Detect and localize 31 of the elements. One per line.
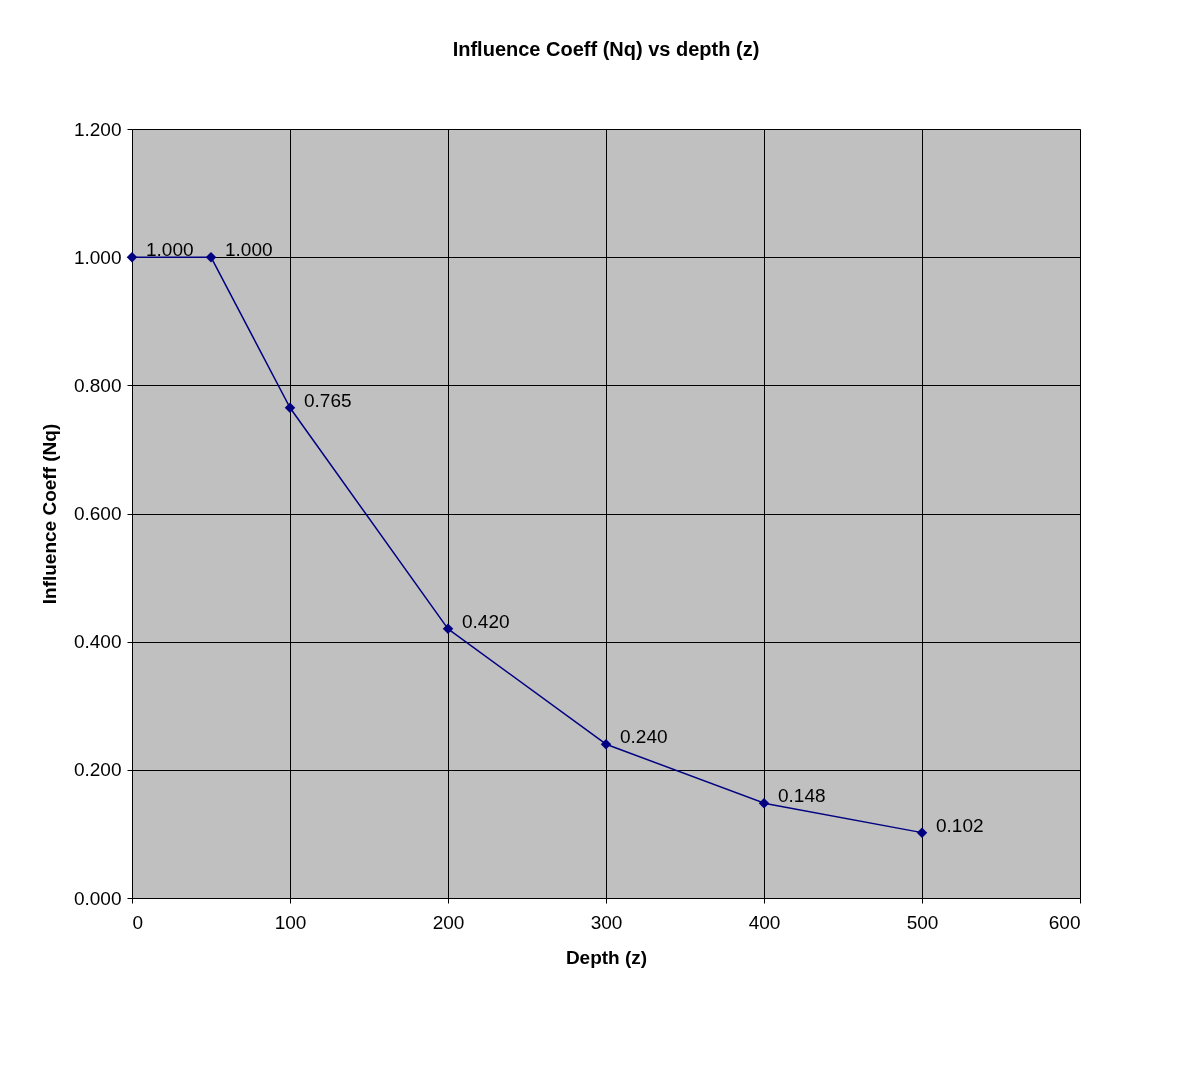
data-label: 0.102	[936, 814, 984, 836]
x-tick-label: 100	[274, 911, 307, 933]
y-tick-label: 0.800	[73, 374, 122, 396]
point	[284, 402, 296, 414]
x-tick-label: 300	[590, 911, 623, 933]
y-tick-label: 1.000	[73, 246, 122, 268]
y-tick-label: 1.200	[73, 118, 122, 140]
x-tick-label: 200	[432, 911, 465, 933]
point	[126, 251, 138, 263]
y-tick-label: 0.200	[73, 759, 122, 781]
data-label: 1.000	[225, 239, 273, 261]
y-axis-title: Influence Coeff (Nq)	[38, 423, 60, 605]
data-label: 0.420	[462, 610, 510, 632]
y-tick-label: 0.400	[73, 631, 122, 653]
point	[600, 738, 612, 750]
x-tick-label: 0	[132, 911, 144, 933]
data-label: 1.000	[146, 239, 194, 261]
x-tick-label: 400	[748, 911, 781, 933]
x-tick-label: 500	[906, 911, 939, 933]
point	[205, 251, 217, 263]
y-tick-label: 0.000	[73, 887, 122, 909]
point	[442, 623, 454, 635]
point	[758, 797, 770, 809]
data-label: 0.240	[620, 726, 668, 748]
x-tick-label: 600	[1048, 911, 1081, 933]
data-label: 0.148	[778, 785, 826, 807]
chart-title: Influence Coeff (Nq) vs depth (z)	[452, 38, 760, 60]
point	[916, 827, 928, 838]
data-label: 0.765	[304, 389, 352, 411]
y-tick-label: 0.600	[73, 503, 122, 524]
x-axis-title: Depth (z)	[565, 946, 648, 968]
